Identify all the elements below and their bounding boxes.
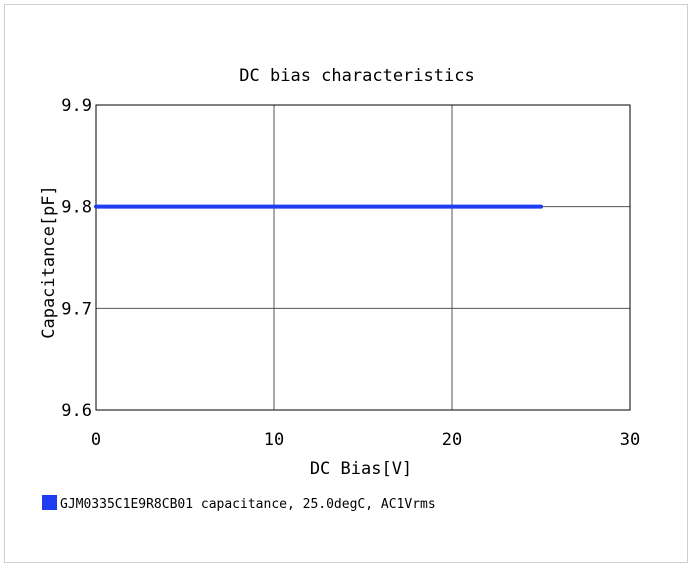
x-tick-label-2: 20 (442, 430, 462, 450)
chart-frame (4, 4, 688, 563)
x-axis-ticks: 0 10 20 30 (91, 430, 640, 450)
x-tick-label-1: 10 (264, 430, 284, 450)
y-axis-label: Capacitance[pF] (39, 185, 59, 339)
legend-label: GJM0335C1E9R8CB01 capacitance, 25.0degC,… (60, 497, 436, 512)
x-tick-label-3: 30 (620, 430, 640, 450)
grid (96, 105, 630, 410)
plot-area (95, 104, 631, 411)
x-axis-label: DC Bias[V] (310, 459, 412, 479)
chart-title: DC bias characteristics (239, 66, 474, 86)
y-tick-label-1: 9.7 (61, 299, 92, 319)
x-tick-label-0: 0 (91, 430, 101, 450)
legend-swatch (42, 495, 57, 510)
legend: GJM0335C1E9R8CB01 capacitance, 25.0degC,… (42, 495, 436, 512)
y-tick-label-3: 9.9 (61, 96, 92, 116)
y-tick-label-0: 9.6 (61, 401, 92, 421)
y-axis-ticks: 9.6 9.7 9.8 9.9 (61, 96, 92, 421)
y-tick-label-2: 9.8 (61, 198, 92, 218)
